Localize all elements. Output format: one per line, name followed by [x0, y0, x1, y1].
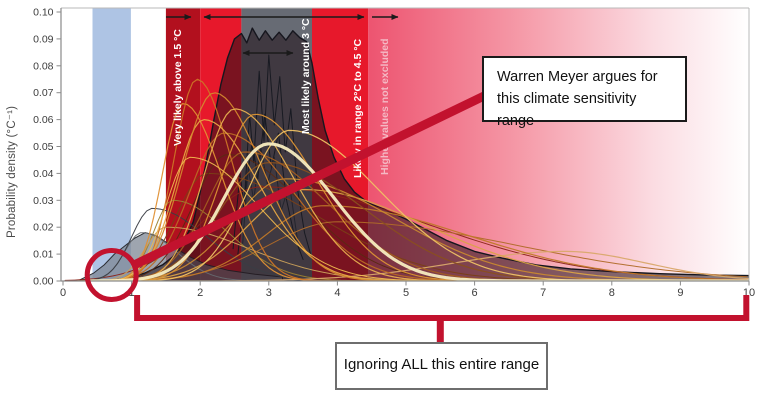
y-tick-label: 0.03: [33, 195, 54, 207]
study-pdf-curve: [100, 103, 749, 281]
band-label-very-likely: Very likely above 1.5 °C: [172, 29, 184, 146]
y-tick-label: 0.02: [33, 222, 54, 234]
y-tick-label: 0.00: [33, 276, 54, 288]
pointer-line: [130, 91, 486, 271]
study-pdf-curve: [83, 188, 747, 281]
y-tick-label: 0.09: [33, 33, 54, 45]
annotation-box-warren-meyer: Warren Meyer argues for this climate sen…: [482, 56, 687, 129]
band-observed-blue: [92, 8, 131, 281]
ignored-range-bracket: [134, 295, 750, 321]
x-tick-label: 7: [540, 287, 546, 299]
study-pdf-curve: [89, 205, 749, 281]
x-tick-label: 6: [472, 287, 478, 299]
study-pdf-curve: [86, 132, 746, 281]
plot-frame: [61, 7, 750, 281]
band-label-likely-range: Likely in range 2°C to 4.5 °C: [352, 38, 364, 178]
study-pdf-curve: [89, 92, 749, 281]
band-label-higher-values: Higher values not excluded: [379, 38, 391, 175]
y-tick-label: 0.10: [33, 7, 54, 19]
study-pdf-curve: [95, 199, 749, 281]
x-tick-label: 8: [609, 287, 615, 299]
band-label-most-likely: Most likely around 3 °C: [300, 18, 312, 134]
annotation-box-warren-meyer-text: Warren Meyer argues for this climate sen…: [497, 69, 658, 129]
study-pdf-curve: [93, 151, 748, 281]
y-tick-label: 0.04: [33, 168, 54, 180]
x-tick-label: 0: [60, 287, 66, 299]
x-tick-label: 4: [334, 287, 340, 299]
annotation-box-ignoring-range-text: Ignoring ALL this entire range: [343, 356, 540, 373]
study-pdf-curve: [88, 142, 749, 281]
y-tick-label: 0.01: [33, 249, 54, 261]
low-sensitivity-circle: [84, 248, 139, 302]
study-pdf-curve: [105, 78, 746, 281]
x-tick-label: 3: [266, 287, 272, 299]
y-tick-label: 0.07: [33, 87, 54, 99]
axes: 0.00 0.01 0.02 0.03 0.04 0.05 0.06 0.07 0.08 0.09…: [33, 7, 755, 300]
y-tick-label: 0.06: [33, 114, 54, 126]
y-tick-label: 0.05: [33, 141, 54, 153]
study-pdf-curve: [117, 113, 748, 281]
y-tick-label: 0.08: [33, 60, 54, 72]
x-tick-label: 5: [403, 287, 409, 299]
y-axis-title: Probability density (°C⁻¹): [6, 105, 18, 238]
annotation-box-ignoring-range: Ignoring ALL this entire range: [335, 342, 548, 390]
study-pdf-curve: [69, 207, 748, 281]
x-tick-label: 2: [197, 287, 203, 299]
x-tick-label: 9: [677, 287, 683, 299]
